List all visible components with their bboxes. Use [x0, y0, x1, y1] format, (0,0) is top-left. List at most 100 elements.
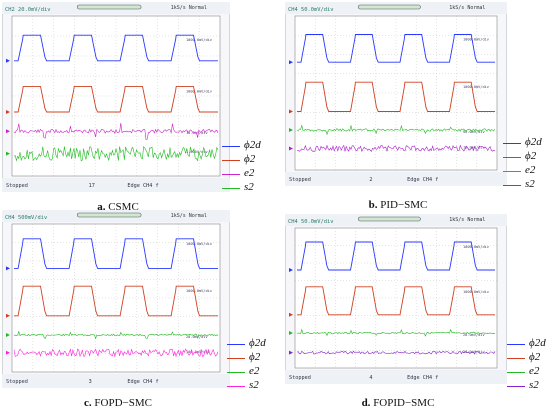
scope-header-c: CH4 500mV/div 1kS/s Normal — [2, 210, 230, 222]
footer-item: Edge CH4 f — [127, 183, 158, 189]
legend-symbol: e2 — [249, 365, 260, 377]
timebase-bar-a — [76, 4, 142, 10]
channel-scale-label: 1000.0mV/div — [463, 290, 489, 294]
channel-marker — [289, 127, 293, 132]
caption-a-letter: a. — [97, 201, 106, 213]
legend-symbol: ϕ2 — [244, 153, 256, 165]
trace-actual — [297, 81, 495, 112]
channel-marker — [6, 129, 10, 134]
channel-scale-label: 1000.0mV/div — [186, 242, 212, 246]
scope-footer-d: Stopped 4 Edge CH4 f — [285, 370, 507, 384]
legend-swatch — [227, 372, 245, 374]
channel-marker — [289, 146, 293, 151]
channel-marker — [6, 58, 10, 63]
caption-d-text: FOPID−SMC — [373, 397, 435, 409]
trace-sliding-surface — [296, 350, 496, 355]
legend-symbol: ϕ2 — [249, 351, 261, 363]
legend-swatch — [503, 143, 521, 145]
caption-c-letter: c. — [84, 397, 92, 409]
channel-scale-label: 1000.0mV/div — [186, 38, 212, 42]
header-rate-b: 1kS/s Normal — [449, 5, 485, 11]
scope-header-b: CH4 50.0mV/div 1kS/s Normal — [285, 2, 507, 14]
legend-symbol: ϕ2d — [529, 337, 546, 349]
channel-marker — [289, 350, 293, 355]
footer-item: Stopped — [289, 177, 311, 183]
header-channel-b: CH4 50.0mV/div — [288, 7, 333, 13]
channel-marker — [289, 60, 293, 65]
footer-item: 4 — [369, 375, 372, 381]
trace-actual — [14, 85, 218, 113]
legend-symbol: s2 — [244, 181, 254, 193]
legend-symbol: ϕ2d — [525, 136, 542, 148]
legend-symbol: s2 — [249, 379, 259, 391]
legend-symbol: e2 — [525, 164, 536, 176]
plot-area-c: 1000.0mV/div 1000.0mV/div 20.0mV/div 100.0m… — [11, 223, 221, 373]
scope-header-a: CH2 20.0mV/div 1kS/s Normal — [2, 2, 230, 14]
trace-sliding-surface — [13, 348, 219, 358]
caption-c: c. FOPD−SMC — [2, 397, 234, 409]
trace-sliding-surface — [296, 144, 496, 153]
legend-symbol: ϕ2 — [525, 150, 537, 162]
channel-scale-label: 10.0mV/div — [463, 145, 485, 149]
trace-error — [296, 124, 496, 136]
footer-item: 17 — [89, 183, 95, 189]
legend-swatch — [503, 185, 521, 187]
trace-error — [13, 123, 219, 140]
trace-actual — [14, 285, 218, 317]
channel-scale-label: 20.0mV/div — [186, 335, 208, 339]
header-channel-c: CH4 500mV/div — [5, 215, 47, 221]
header-channel-a: CH2 20.0mV/div — [5, 7, 50, 13]
caption-d-letter: d. — [361, 397, 371, 409]
legend-swatch — [507, 372, 525, 374]
header-rate-a: 1kS/s Normal — [171, 5, 207, 11]
legend-swatch — [507, 386, 525, 388]
panel-a: CH2 20.0mV/div 1kS/s Normal 1000.0mV/div 10… — [2, 2, 274, 214]
legend-swatch — [222, 160, 240, 162]
trace-reference — [14, 238, 218, 269]
trace-error — [13, 330, 219, 340]
footer-item: Edge CH4 f — [407, 177, 438, 183]
panel-d: CH4 50.0mV/div 1kS/s Normal 1000.0mV/div 10… — [285, 214, 547, 417]
legend-swatch — [222, 146, 240, 148]
header-channel-d: CH4 50.0mV/div — [288, 219, 333, 225]
channel-marker — [289, 312, 293, 317]
legend-swatch — [507, 358, 525, 360]
trace-sliding-surface — [13, 146, 219, 162]
legend-symbol: e2 — [244, 167, 255, 179]
channel-marker — [289, 109, 293, 114]
scope-footer-a: Stopped 17 Edge CH4 f — [2, 178, 230, 192]
channel-marker — [6, 350, 10, 355]
plot-area-d: 1000.0mV/div 1000.0mV/div 20.0mV/div 20.0mV… — [294, 227, 498, 369]
channel-marker — [6, 110, 10, 114]
caption-b-text: PID−SMC — [380, 199, 428, 211]
footer-item: Edge CH4 f — [407, 375, 438, 381]
channel-scale-label: 1.000V/div — [186, 150, 208, 154]
scope-screen-d: CH4 50.0mV/div 1kS/s Normal 1000.0mV/div 10… — [285, 214, 507, 384]
channel-marker — [6, 266, 10, 271]
footer-item: 3 — [89, 379, 92, 385]
footer-item: Stopped — [289, 375, 311, 381]
legend-symbol: s2 — [529, 379, 539, 391]
scope-screen-b: CH4 50.0mV/div 1kS/s Normal 1000.0mV/div 10… — [285, 2, 507, 186]
scope-footer-c: Stopped 3 Edge CH4 f — [2, 374, 230, 388]
panel-c: CH4 500mV/div 1kS/s Normal 1000.0mV/div 100… — [2, 210, 274, 417]
channel-scale-label: 20.0mV/div — [463, 333, 485, 337]
scope-header-d: CH4 50.0mV/div 1kS/s Normal — [285, 214, 507, 226]
channel-scale-label: 1000.0mV/div — [186, 89, 212, 93]
plot-area-a: 1000.0mV/div1000.0mV/div10.0mV/div1.000V… — [11, 15, 221, 177]
channel-scale-label: 1000.0mV/div — [463, 85, 489, 89]
legend-symbol: ϕ2 — [529, 351, 541, 363]
trace-error — [296, 328, 496, 337]
caption-b: b. PID−SMC — [285, 199, 511, 211]
caption-b-letter: b. — [368, 199, 378, 211]
channel-marker — [289, 331, 293, 335]
legend-swatch — [227, 344, 245, 346]
channel-scale-label: 1000.0mV/div — [463, 245, 489, 249]
channel-scale-label: 100.0mV/div — [186, 350, 210, 354]
legend-symbol: s2 — [525, 178, 535, 190]
footer-item: 2 — [369, 177, 372, 183]
channel-marker — [289, 268, 293, 272]
trace-reference — [297, 34, 495, 63]
header-rate-d: 1kS/s Normal — [449, 217, 485, 223]
timebase-bar-d — [357, 216, 421, 222]
